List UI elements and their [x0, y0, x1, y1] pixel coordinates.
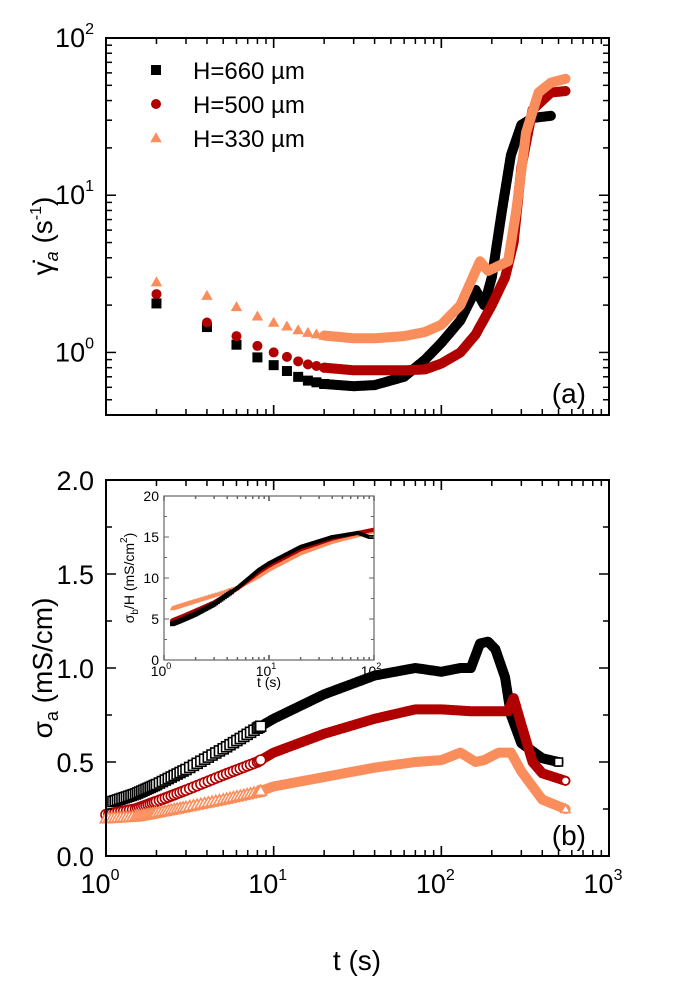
panel-b-y-tick-labels: 0.0 0.5 1.0 1.5 2.0 — [56, 466, 94, 872]
panel-b-data-series — [98, 636, 572, 824]
panel-a-label: (a) — [552, 378, 586, 409]
panel-a-ticks — [105, 38, 610, 416]
inset-y-tick-label: 10 — [143, 570, 159, 586]
y-tick-label: 0.5 — [56, 748, 94, 778]
inset-x-axis-title: t (s) — [257, 674, 281, 690]
inset-y-axis-title: σb/H (mS/cm2) — [119, 533, 141, 624]
inset-y-tick-label: 0 — [151, 652, 159, 668]
legend-item: H=660 µm — [151, 58, 305, 85]
x-tick-label: 100 — [81, 867, 120, 899]
y-tick-label: 1.0 — [56, 654, 94, 684]
inset-y-tick-label: 20 — [143, 488, 159, 504]
inset-x-tick-label: 102 — [361, 661, 382, 679]
panel-a-y-axis-title: γ̇a (s-1) — [27, 197, 62, 276]
inset-data-series — [169, 527, 376, 627]
legend-label: H=500 µm — [193, 92, 305, 119]
panel-b-ticks — [105, 479, 610, 857]
panel-b-x-axis-title: t (s) — [333, 945, 381, 976]
series-2 — [150, 73, 571, 344]
y-tick-label: 101 — [55, 178, 94, 210]
y-tick-label: 1.5 — [56, 560, 94, 590]
panel-b-x-tick-labels: 100 101 102 103 — [81, 867, 623, 899]
legend-item: H=330 µm — [150, 126, 305, 153]
panel-a-y-tick-labels: 102 101 100 — [55, 21, 94, 367]
series-0 — [107, 636, 564, 808]
x-tick-label: 103 — [584, 867, 623, 899]
series-2 — [98, 747, 572, 824]
panel-b-y-axis-title: σa (mS/cm) — [27, 598, 62, 739]
panel-b: 0.00.51.01.52.0 100 101 102 103 σa (mS/cm) … — [27, 466, 623, 976]
y-tick-label: 102 — [55, 21, 94, 53]
inset-y-tick-label: 5 — [151, 611, 159, 627]
panel-a: 102 101 100 γ̇a (s-1) H=660 µm H=500 µm H=33… — [27, 21, 610, 416]
inset-x-tick-labels: 100 101 102 — [151, 661, 382, 679]
legend-label: H=330 µm — [193, 126, 305, 153]
x-tick-label: 101 — [248, 867, 287, 899]
inset-x-tick-label: 101 — [256, 661, 277, 679]
legend-item: H=500 µm — [151, 92, 305, 119]
series-0 — [151, 110, 556, 392]
panel-a-data-series — [150, 73, 571, 392]
panel-a-frame — [105, 37, 610, 416]
x-tick-label: 102 — [416, 867, 455, 899]
series-1 — [100, 693, 571, 821]
inset-x-tick-label: 100 — [151, 661, 172, 679]
inset-ticks — [163, 495, 375, 661]
inset-y-tick-labels: 0 5 10 15 20 — [143, 488, 159, 668]
inset-y-tick-label: 15 — [143, 529, 159, 545]
inset-chart: 0 5 10 15 20 100 101 102 σb/H (mS/cm2) t (s) — [119, 488, 381, 690]
y-tick-label: 2.0 — [56, 466, 94, 496]
legend-label: H=660 µm — [193, 58, 305, 85]
panel-b-label: (b) — [552, 820, 586, 851]
y-tick-label: 100 — [55, 335, 94, 367]
y-tick-label: 0.0 — [56, 842, 94, 872]
legend: H=660 µm H=500 µm H=330 µm — [150, 58, 305, 153]
